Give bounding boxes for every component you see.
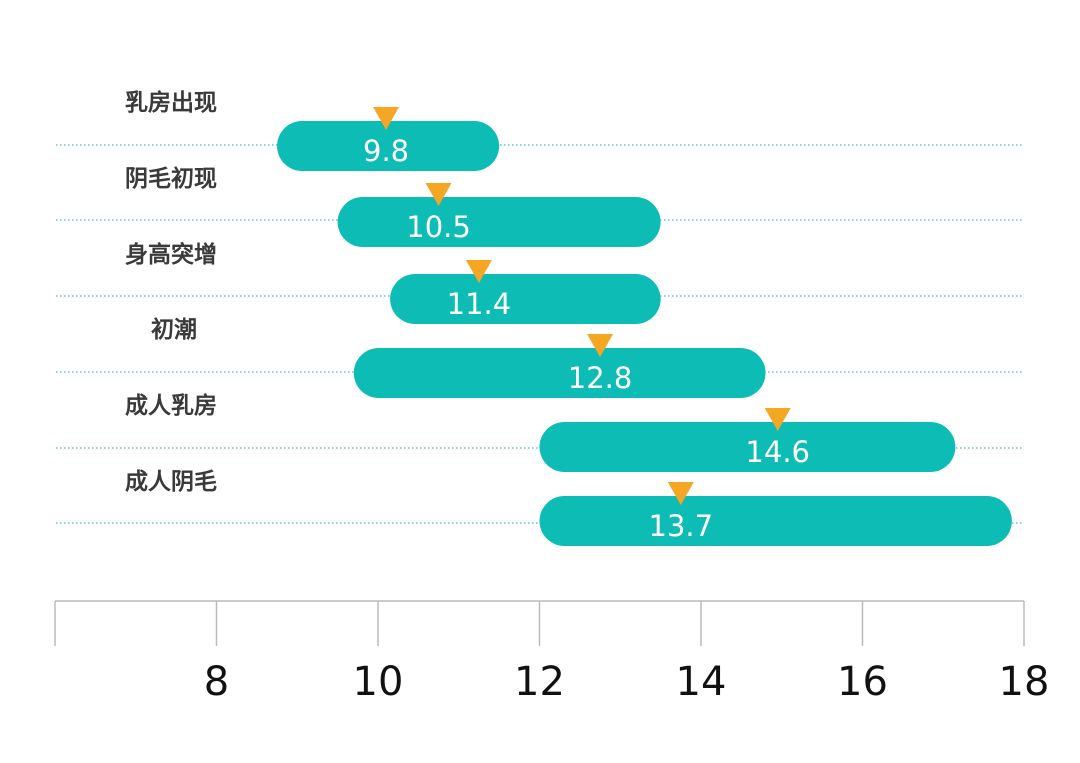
median-markers — [373, 107, 791, 505]
range-bars — [277, 121, 1012, 546]
median-marker — [667, 482, 694, 505]
x-axis: 8 10 12 14 16 18 — [54, 600, 1050, 705]
median-marker — [425, 183, 452, 206]
category-label: 乳房出现 — [125, 89, 217, 116]
value-label: 12.8 — [568, 361, 633, 395]
value-label: 9.8 — [363, 134, 409, 168]
range-bar — [390, 274, 661, 324]
value-labels: 9.8 10.5 11.4 12.8 14.6 13.7 — [363, 134, 810, 543]
category-label: 阴毛初现 — [125, 165, 217, 192]
range-bar — [539, 496, 1012, 546]
median-marker — [764, 408, 791, 431]
category-label: 身高突增 — [125, 241, 217, 268]
x-tick-label: 18 — [999, 659, 1050, 705]
category-label: 成人乳房 — [125, 392, 217, 419]
x-tick-label: 16 — [837, 659, 888, 705]
value-label: 11.4 — [447, 287, 512, 321]
median-marker — [587, 334, 614, 357]
value-label: 14.6 — [745, 435, 810, 469]
range-bar — [353, 348, 766, 398]
median-marker — [465, 260, 492, 283]
x-tick-label: 8 — [204, 659, 229, 705]
category-label: 成人阴毛 — [125, 469, 217, 495]
x-tick-label: 14 — [676, 659, 727, 705]
value-label: 13.7 — [649, 509, 714, 543]
range-bar — [539, 422, 956, 472]
value-label: 10.5 — [406, 210, 471, 244]
x-tick-label: 10 — [353, 659, 404, 705]
range-bar — [277, 121, 500, 171]
range-bar — [337, 197, 661, 247]
x-tick-label: 12 — [514, 659, 565, 705]
category-label: 初潮 — [151, 316, 197, 343]
median-marker — [373, 107, 400, 130]
